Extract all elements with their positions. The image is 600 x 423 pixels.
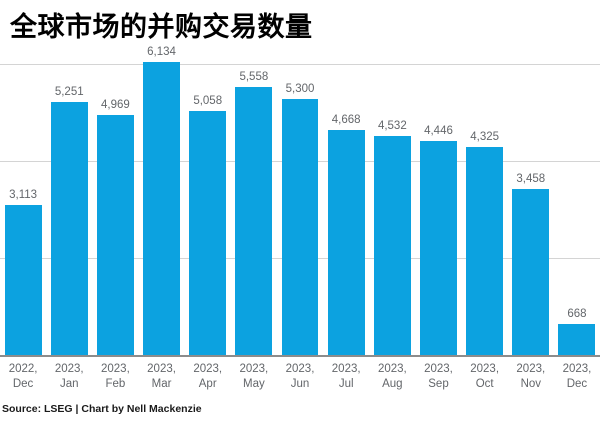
x-axis-label: 2023, May bbox=[239, 363, 269, 390]
bar-column: 3,458 bbox=[508, 46, 554, 356]
bar-column: 4,668 bbox=[323, 46, 369, 356]
x-axis-label: 2023, Oct bbox=[470, 363, 500, 390]
bar bbox=[189, 111, 227, 356]
x-axis-labels: 2022, Dec 2023, Jan 2023, Feb 2023, Mar 2023, Apr… bbox=[0, 360, 600, 392]
bar bbox=[143, 62, 180, 356]
bar-column: 4,446 bbox=[415, 46, 461, 356]
x-axis-label: 2023, Jun bbox=[285, 363, 315, 390]
bar bbox=[466, 147, 504, 356]
bar-value-label: 5,251 bbox=[54, 86, 84, 98]
bar-column: 5,058 bbox=[185, 46, 231, 356]
gridline-6000 bbox=[0, 64, 600, 66]
bar bbox=[50, 102, 88, 356]
x-axis-label: 2023, Aug bbox=[377, 363, 407, 390]
bar bbox=[4, 205, 42, 356]
x-axis-label: 2022, Dec bbox=[8, 363, 38, 390]
bar-value-label: 5,058 bbox=[193, 95, 223, 107]
bar-column: 5,251 bbox=[46, 46, 92, 356]
x-axis-label: 2023, Jan bbox=[54, 363, 84, 390]
bar-column: 668 bbox=[554, 46, 600, 356]
bar-value-label: 3,458 bbox=[516, 173, 546, 185]
chart-title: 全球市场的并购交易数量 bbox=[10, 12, 313, 42]
x-axis-label: 2023, Feb bbox=[101, 363, 130, 390]
bars-row: 3,113 5,251 4,969 6,134 5,058 5,558 5,300 4,668… bbox=[0, 46, 600, 356]
x-axis-label: 2023, Dec bbox=[562, 363, 592, 390]
bar-column: 5,300 bbox=[277, 46, 323, 356]
bar bbox=[235, 87, 273, 356]
plot-area: 3,113 5,251 4,969 6,134 5,058 5,558 5,300 4,668… bbox=[0, 46, 600, 357]
bar bbox=[420, 141, 457, 356]
bar-column: 4,532 bbox=[369, 46, 415, 356]
bar bbox=[558, 324, 596, 356]
x-axis-label: 2023, Mar bbox=[147, 363, 176, 390]
bar-value-label: 4,532 bbox=[377, 120, 407, 132]
bar-column: 5,558 bbox=[231, 46, 277, 356]
bar-value-label: 4,325 bbox=[470, 131, 500, 143]
x-axis-label: 2023, Nov bbox=[516, 363, 546, 390]
bar-value-label: 4,668 bbox=[331, 114, 361, 126]
bar bbox=[373, 136, 411, 356]
bar-value-label: 5,300 bbox=[285, 83, 315, 95]
bar-value-label: 3,113 bbox=[9, 189, 38, 201]
bar bbox=[327, 130, 365, 356]
bar-column: 4,969 bbox=[92, 46, 138, 356]
bar-column: 6,134 bbox=[138, 46, 184, 356]
bar-value-label: 668 bbox=[567, 308, 587, 320]
bar bbox=[281, 99, 319, 356]
bar-column: 3,113 bbox=[0, 46, 46, 356]
x-axis-label: 2023, Apr bbox=[193, 363, 223, 390]
bar bbox=[512, 189, 550, 356]
bar-value-label: 6,134 bbox=[147, 46, 176, 58]
bar-column: 4,325 bbox=[462, 46, 508, 356]
x-axis-line bbox=[0, 355, 600, 357]
x-axis-label: 2023, Jul bbox=[331, 363, 361, 390]
bar-value-label: 4,446 bbox=[424, 125, 453, 137]
bar-value-label: 5,558 bbox=[239, 71, 269, 83]
bar-value-label: 4,969 bbox=[101, 99, 130, 111]
x-axis-label: 2023, Sep bbox=[424, 363, 453, 390]
source-credit: Source: LSEG | Chart by Nell Mackenzie bbox=[2, 403, 202, 415]
bar bbox=[96, 115, 134, 356]
